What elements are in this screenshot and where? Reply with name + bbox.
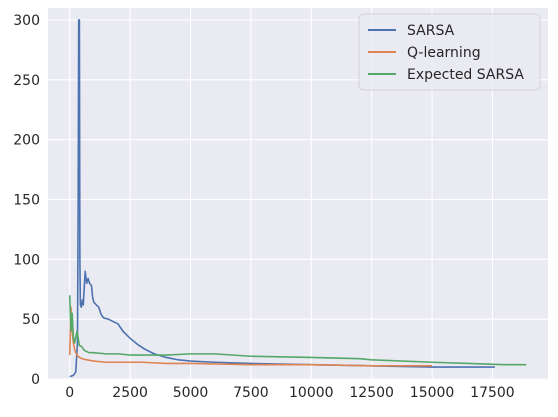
x-tick-label: 17500 [470,385,515,401]
legend-box [358,13,541,91]
y-tick-label: 50 [22,312,40,328]
y-tick-label: 250 [13,73,40,89]
series-line-expected-sarsa [68,295,527,366]
x-axis: 0 2500 5000 7500 10000 12500 15000 17500 [65,385,514,401]
x-tick-label: 7500 [233,385,269,401]
y-tick-label: 200 [13,133,40,149]
y-tick-label: 300 [13,13,40,29]
legend: SARSA Q-learning Expected SARSA [358,13,541,91]
series-layer [68,19,527,378]
y-axis: 0 50 100 150 200 250 300 [13,13,40,388]
x-tick-label: 12500 [349,385,394,401]
x-tick-label: 0 [65,385,74,401]
x-tick-label: 10000 [289,385,334,401]
series-line-sarsa [69,19,495,378]
legend-label-expected-sarsa: Expected SARSA [407,67,524,83]
y-tick-label: 150 [13,192,40,208]
series-line-q-learning [68,306,433,367]
y-tick-label: 0 [31,372,40,388]
x-tick-label: 2500 [112,385,148,401]
y-tick-label: 100 [13,252,40,268]
legend-label-q-learning: Q-learning [407,45,481,61]
x-tick-label: 5000 [173,385,209,401]
legend-label-sarsa: SARSA [407,23,455,39]
x-tick-label: 15000 [410,385,455,401]
